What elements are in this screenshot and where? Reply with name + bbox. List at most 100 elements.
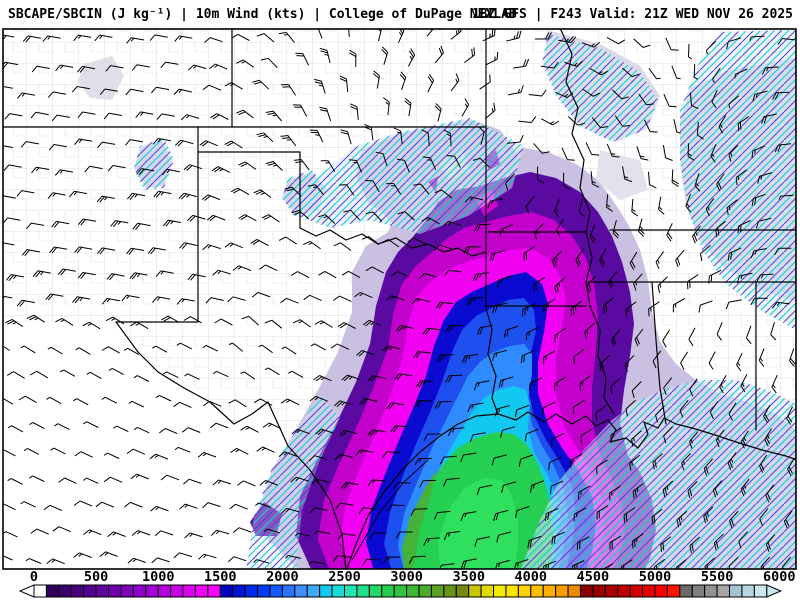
wind-barb bbox=[97, 141, 116, 149]
wind-barb bbox=[3, 195, 16, 199]
wind-barb bbox=[377, 29, 382, 42]
cin-hatch-gulf bbox=[520, 380, 796, 569]
wind-barb bbox=[261, 214, 280, 223]
wind-barb bbox=[500, 426, 516, 438]
wind-barb bbox=[127, 557, 146, 564]
wind-barb bbox=[356, 350, 375, 357]
wind-barb bbox=[740, 373, 748, 393]
wind-barb bbox=[713, 533, 724, 551]
rio-grande bbox=[115, 321, 347, 569]
wind-barb bbox=[229, 503, 248, 510]
wind-barb bbox=[131, 64, 150, 71]
wind-barb bbox=[496, 531, 512, 543]
wind-barb bbox=[581, 41, 601, 48]
wind-barb bbox=[476, 484, 493, 496]
wind-barb bbox=[237, 480, 256, 487]
wind-barb bbox=[333, 295, 352, 302]
wind-barb bbox=[256, 132, 274, 143]
wind-barb bbox=[407, 237, 426, 245]
wind-barb bbox=[335, 502, 354, 510]
wind-barb bbox=[31, 166, 50, 174]
wind-barb bbox=[687, 143, 695, 161]
wind-barb bbox=[179, 503, 198, 510]
colorbar-cell bbox=[455, 584, 470, 598]
wind-barb bbox=[421, 129, 430, 146]
wind-barb bbox=[99, 551, 118, 558]
wind-barb bbox=[681, 453, 691, 471]
wind-barb bbox=[57, 268, 76, 276]
wind-barb bbox=[51, 220, 70, 228]
wind-barb bbox=[460, 452, 477, 463]
colorbar-cell bbox=[83, 584, 97, 598]
wind-barb bbox=[716, 173, 725, 192]
wind-barb bbox=[183, 316, 202, 324]
colorbar-cell bbox=[344, 584, 358, 598]
wind-barb bbox=[256, 446, 275, 453]
wind-barb bbox=[382, 451, 400, 458]
wind-barb bbox=[728, 556, 739, 569]
wind-barb bbox=[469, 432, 486, 443]
wind-barb bbox=[303, 294, 322, 302]
wind-barb bbox=[153, 190, 172, 198]
wind-barb bbox=[611, 329, 621, 347]
wind-barb bbox=[47, 91, 66, 98]
wind-barb bbox=[260, 57, 278, 69]
wind-barb bbox=[629, 454, 641, 471]
wind-barb bbox=[703, 458, 714, 476]
wind-barb bbox=[750, 248, 767, 259]
wind-barb bbox=[709, 401, 719, 420]
cape-2700-dark-edge bbox=[402, 470, 436, 569]
wind-barb bbox=[464, 196, 484, 203]
wind-barb bbox=[421, 216, 440, 225]
wind-barb bbox=[396, 158, 410, 173]
wind-barb bbox=[309, 395, 329, 402]
wind-barb bbox=[705, 198, 715, 216]
wind-barb bbox=[572, 399, 585, 415]
wind-barb bbox=[341, 374, 360, 382]
wind-barb bbox=[407, 48, 416, 67]
wind-barb bbox=[278, 32, 295, 44]
wind-barb bbox=[515, 506, 530, 518]
wind-barb bbox=[176, 298, 195, 305]
wind-barb bbox=[46, 396, 62, 405]
wind-barb bbox=[343, 209, 360, 221]
wind-barb bbox=[20, 141, 39, 148]
wind-barb bbox=[332, 555, 351, 562]
wind-barb bbox=[393, 482, 411, 490]
wind-barb bbox=[726, 199, 738, 216]
wind-barb bbox=[413, 351, 432, 359]
wind-barb bbox=[610, 377, 621, 395]
colorbar-cell bbox=[480, 584, 495, 598]
wind-barb bbox=[264, 319, 283, 329]
wind-barb bbox=[77, 272, 96, 280]
wind-barb bbox=[338, 429, 358, 437]
wind-barb bbox=[152, 345, 168, 353]
wind-barb bbox=[652, 350, 662, 369]
wind-barb bbox=[675, 249, 685, 268]
wind-barb bbox=[631, 381, 642, 399]
wind-barb bbox=[209, 63, 228, 70]
wind-barb bbox=[507, 134, 524, 144]
wind-barb bbox=[318, 270, 337, 279]
colorbar-cell bbox=[269, 584, 283, 598]
wind-barb bbox=[585, 142, 600, 156]
wind-barb bbox=[280, 135, 297, 147]
wind-barb bbox=[700, 244, 711, 262]
wind-barb bbox=[579, 375, 591, 391]
wind-barb bbox=[612, 220, 620, 239]
wind-barb bbox=[501, 481, 517, 493]
wind-barb bbox=[359, 397, 378, 405]
wind-barb bbox=[83, 477, 99, 484]
wind-barb bbox=[154, 530, 174, 537]
wind-barb bbox=[309, 129, 324, 143]
wind-barb bbox=[591, 117, 608, 129]
wind-barb bbox=[761, 113, 777, 124]
wind-barb bbox=[411, 298, 430, 305]
wind-barb bbox=[230, 187, 250, 196]
wind-barb bbox=[334, 453, 353, 461]
wind-barb bbox=[293, 159, 310, 171]
wind-barb bbox=[365, 211, 383, 222]
wind-barb bbox=[72, 296, 91, 304]
wind-barb bbox=[73, 500, 93, 507]
wind-barb bbox=[390, 425, 409, 433]
